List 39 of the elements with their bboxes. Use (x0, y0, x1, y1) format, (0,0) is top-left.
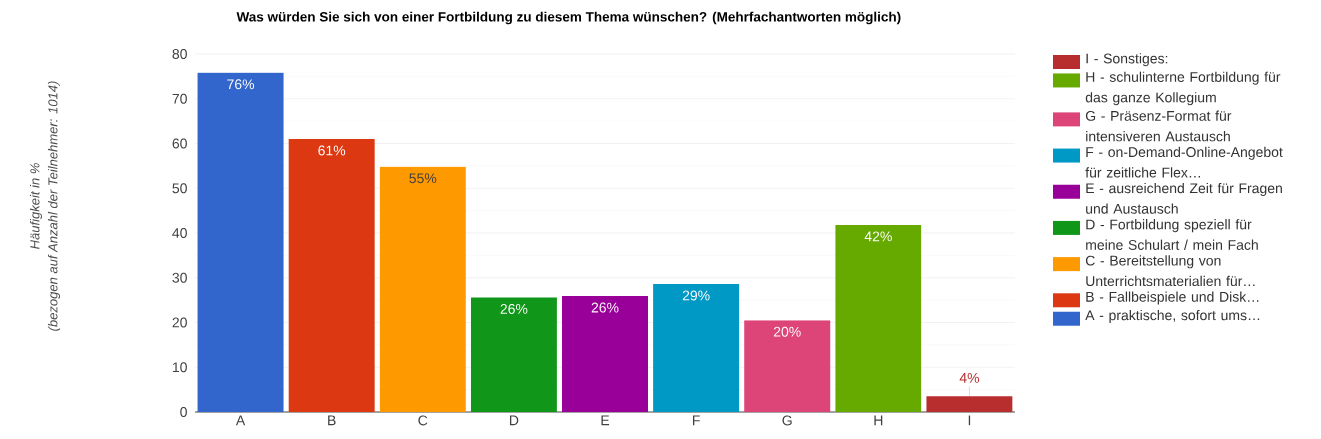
legend-label: E - ausreichend Zeit für Fragen und Austausch (1086, 182, 1282, 214)
text: 4% (959, 373, 980, 383)
legend-label: A - praktische, sofort ums… (1085, 309, 1260, 323)
text: Häufigkeit in % (29, 163, 43, 249)
text: 26% (500, 303, 528, 314)
text: 76% (227, 79, 255, 90)
y-tick-label: 0 (180, 407, 187, 417)
y-tick-label: 40 (172, 228, 187, 238)
x-tick-label: A (235, 415, 246, 426)
y-tick-label: 30 (172, 272, 187, 283)
y-tick-label: 50 (172, 183, 187, 194)
legend-label: G - Präsenz-Format für intensiveren Austausch (1085, 110, 1232, 142)
y-tick-label: 60 (172, 138, 187, 149)
y-tick-label: 20 (172, 317, 187, 328)
legend-label: B - Fallbeispiele und Disk… (1086, 291, 1259, 305)
y-tick-label: 80 (172, 49, 187, 59)
legend-label: H - schulinterne Fortbildung für das ganze Kollegium (1085, 71, 1281, 106)
y-tick-label: 10 (172, 362, 187, 373)
legend-label: F - on-Demand-Online-Angebot für zeitliche Flex… (1085, 146, 1283, 178)
legend-label: D - Fortbildung speziell für meine Schulart / mein Fach (1086, 219, 1258, 250)
text: 61% (318, 145, 346, 156)
x-tick-label: B (328, 415, 336, 426)
text: 26% (591, 302, 619, 313)
y-tick-label: 70 (172, 93, 187, 104)
text: 55% (409, 173, 437, 184)
x-tick-label: D (509, 415, 519, 426)
legend-label: I - Sonstiges: (1086, 53, 1168, 67)
x-tick-label: C (418, 415, 428, 426)
x-tick-label: F (692, 415, 700, 426)
text: 29% (682, 290, 710, 301)
text: (bezogen auf Anzahl der Teilnehmer: 1014) (47, 81, 61, 331)
legend-label: C - Bereitstellung von Unterrichtsmaterialien für… (1085, 255, 1255, 287)
x-tick-label: G (782, 415, 792, 426)
x-tick-label: H (874, 415, 883, 426)
text: 42% (864, 231, 892, 242)
text: 20% (773, 326, 801, 337)
x-tick-label: I (968, 415, 971, 426)
x-tick-label: E (601, 415, 610, 426)
chart-title: Was würden Sie sich von einer Fortbildung zu diesem Thema wünschen? (Mehrfachantworten möglich) (236, 11, 901, 25)
